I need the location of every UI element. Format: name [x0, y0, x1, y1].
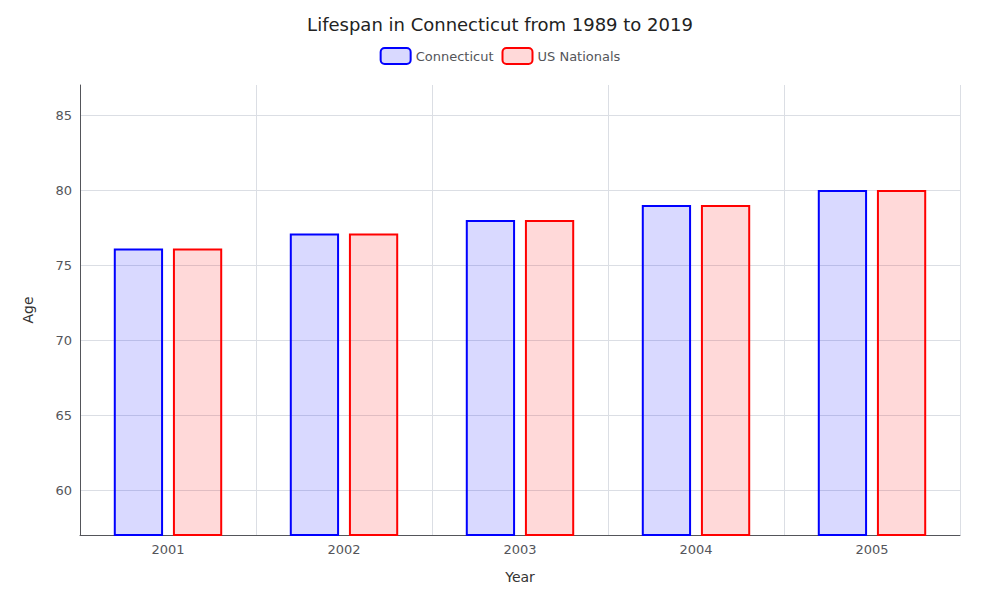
svg-text:Age: Age: [20, 296, 36, 323]
svg-text:85: 85: [55, 108, 72, 123]
svg-text:75: 75: [55, 258, 72, 273]
svg-text:2002: 2002: [327, 542, 360, 557]
svg-text:70: 70: [55, 333, 72, 348]
svg-text:80: 80: [55, 183, 72, 198]
svg-text:Year: Year: [504, 569, 535, 585]
svg-text:65: 65: [55, 408, 72, 423]
svg-text:2004: 2004: [679, 542, 712, 557]
svg-text:2005: 2005: [855, 542, 888, 557]
svg-text:Lifespan in Connecticut from 1: Lifespan in Connecticut from 1989 to 201…: [307, 14, 693, 35]
svg-text:US Nationals: US Nationals: [538, 49, 621, 64]
svg-text:2003: 2003: [503, 542, 536, 557]
svg-text:60: 60: [55, 483, 72, 498]
svg-text:2001: 2001: [151, 542, 184, 557]
svg-text:Connecticut: Connecticut: [416, 49, 494, 64]
